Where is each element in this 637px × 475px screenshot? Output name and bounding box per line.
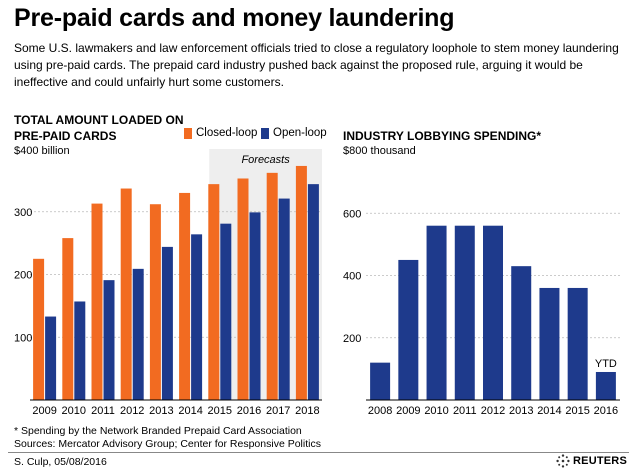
- bar-closed-loop: [208, 184, 220, 400]
- reuters-logo: REUTERS: [556, 454, 627, 468]
- bar-lobbying: [370, 362, 391, 400]
- bar-open-loop: [220, 223, 232, 400]
- reuters-logo-icon: [556, 454, 570, 468]
- legend-closed-loop: Closed-loop: [184, 127, 257, 139]
- left-panel-title-line2: PRE-PAID CARDS: [14, 129, 117, 143]
- right-x-tick-label: 2010: [424, 405, 448, 417]
- right-x-tick-label: 2008: [368, 405, 392, 417]
- credit: S. Culp, 05/08/2016: [14, 456, 107, 468]
- right-x-tick-label: 2011: [453, 405, 477, 417]
- left-x-tick-label: 2012: [120, 405, 144, 417]
- right-chart: 200 400 600 2008 2009 2010 2011 2012 2013 2014 201…: [343, 208, 620, 417]
- reuters-logo-text: REUTERS: [573, 455, 627, 467]
- bar-closed-loop: [91, 203, 103, 400]
- left-x-tick-label: 2015: [208, 405, 232, 417]
- bar-open-loop: [45, 316, 57, 400]
- left-y-unit: $400 billion: [14, 145, 70, 157]
- left-chart: Forecasts 100 200 300 2009 2010 2011 2012 2013 20…: [14, 149, 322, 417]
- bar-lobbying: [567, 287, 588, 400]
- left-x-tick-label: 2018: [295, 405, 319, 417]
- bar-lobbying: [398, 259, 419, 400]
- right-y-tick-label: 400: [343, 271, 361, 283]
- left-x-tick-label: 2017: [266, 405, 290, 417]
- footnote: * Spending by the Network Branded Prepai…: [14, 425, 302, 437]
- ytd-annotation: YTD: [595, 358, 617, 370]
- right-y-tick-label: 200: [343, 333, 361, 345]
- right-panel-title: INDUSTRY LOBBYING SPENDING*: [343, 129, 542, 143]
- bar-closed-loop: [266, 172, 278, 400]
- right-y-tick-label: 600: [343, 208, 361, 220]
- bar-open-loop: [132, 268, 144, 400]
- bar-closed-loop: [120, 188, 132, 400]
- bar-lobbying: [454, 225, 475, 400]
- legend-label-open: Open-loop: [273, 127, 327, 139]
- right-y-unit: $800 thousand: [343, 145, 416, 157]
- bar-closed-loop: [149, 204, 161, 400]
- bar-open-loop: [74, 301, 86, 400]
- right-x-tick-label: 2012: [481, 405, 505, 417]
- right-x-tick-label: 2015: [565, 405, 589, 417]
- bar-closed-loop: [295, 165, 307, 400]
- right-x-tick-label: 2009: [396, 405, 420, 417]
- legend-label-closed: Closed-loop: [196, 127, 258, 139]
- sources: Sources: Mercator Advisory Group; Center…: [14, 438, 321, 450]
- legend-swatch-closed: [184, 127, 192, 139]
- legend-open-loop: Open-loop: [261, 127, 327, 139]
- left-x-tick-label: 2011: [91, 405, 115, 417]
- bar-open-loop: [249, 212, 261, 400]
- left-y-tick-label: 300: [14, 207, 32, 219]
- bar-lobbying: [483, 225, 503, 400]
- bar-closed-loop: [237, 178, 249, 400]
- bar-open-loop: [161, 246, 173, 400]
- left-y-tick-label: 100: [14, 332, 32, 344]
- chart-subtitle: Some U.S. lawmakers and law enforcement …: [14, 41, 619, 89]
- left-panel-title: TOTAL AMOUNT LOADED ON PRE-PAID CARDS: [14, 112, 184, 144]
- bar-open-loop: [103, 280, 115, 400]
- forecast-label: Forecasts: [241, 154, 290, 166]
- left-x-tick-label: 2013: [149, 405, 173, 417]
- footer-divider: [8, 452, 629, 453]
- chart-title: Pre-paid cards and money laundering: [14, 4, 455, 32]
- right-x-tick-label: 2016: [594, 405, 618, 417]
- bar-lobbying: [426, 225, 447, 400]
- bar-lobbying: [595, 371, 616, 400]
- bar-closed-loop: [62, 238, 74, 400]
- left-x-tick-label: 2010: [62, 405, 86, 417]
- left-x-tick-label: 2014: [178, 405, 202, 417]
- bar-open-loop: [307, 184, 319, 400]
- bar-lobbying: [511, 266, 532, 400]
- right-x-tick-label: 2013: [509, 405, 533, 417]
- left-x-tick-label: 2016: [237, 405, 261, 417]
- left-panel-title-line1: TOTAL AMOUNT LOADED ON: [14, 113, 184, 127]
- bar-open-loop: [278, 198, 290, 400]
- right-x-tick-label: 2014: [537, 405, 561, 417]
- bar-closed-loop: [179, 192, 191, 400]
- bar-lobbying: [539, 287, 560, 400]
- legend-swatch-open: [261, 127, 269, 139]
- left-y-tick-label: 200: [14, 270, 32, 282]
- left-x-tick-label: 2009: [32, 405, 56, 417]
- bar-open-loop: [191, 234, 203, 400]
- bar-closed-loop: [33, 258, 45, 400]
